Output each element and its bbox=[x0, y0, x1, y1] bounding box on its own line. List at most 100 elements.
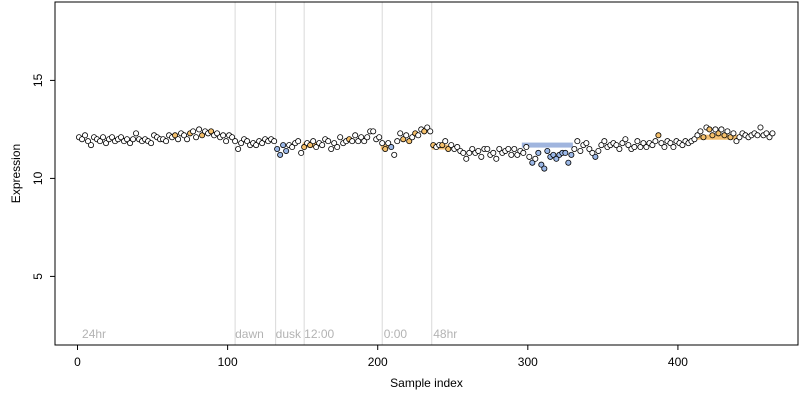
data-point bbox=[364, 134, 371, 141]
data-point bbox=[562, 149, 569, 156]
x-axis: 0 100 200 300 400 bbox=[74, 344, 688, 369]
data-point bbox=[514, 151, 521, 158]
data-point bbox=[130, 136, 137, 143]
data-point bbox=[382, 145, 389, 152]
data-point bbox=[736, 134, 743, 141]
section-label: dawn bbox=[235, 327, 264, 341]
highlight-segment bbox=[695, 134, 738, 140]
data-point bbox=[508, 151, 515, 158]
data-point bbox=[361, 138, 368, 145]
data-point bbox=[100, 134, 107, 141]
data-point bbox=[421, 128, 428, 135]
data-point bbox=[550, 151, 557, 158]
data-point bbox=[649, 142, 656, 149]
data-point bbox=[631, 144, 638, 151]
data-point bbox=[463, 155, 470, 162]
data-point bbox=[652, 138, 659, 145]
data-point bbox=[208, 128, 215, 135]
data-point bbox=[220, 132, 227, 139]
data-point bbox=[574, 138, 581, 145]
data-point bbox=[334, 144, 341, 151]
data-point bbox=[415, 132, 422, 139]
data-point bbox=[667, 140, 674, 147]
data-point bbox=[658, 140, 665, 147]
data-point bbox=[394, 138, 401, 145]
data-point bbox=[520, 149, 527, 156]
data-point bbox=[445, 145, 452, 152]
data-point bbox=[358, 134, 365, 141]
data-point bbox=[619, 140, 626, 147]
data-point bbox=[757, 124, 764, 131]
data-point bbox=[295, 138, 302, 145]
data-point bbox=[616, 145, 623, 152]
x-axis-label: Sample index bbox=[390, 376, 463, 390]
y-axis-label: Expression bbox=[9, 144, 23, 203]
x-tick-label: 0 bbox=[74, 355, 81, 369]
section-label: 12:00 bbox=[304, 327, 334, 341]
data-point bbox=[679, 142, 686, 149]
data-point bbox=[229, 134, 236, 141]
data-point bbox=[163, 138, 170, 145]
data-point bbox=[175, 136, 182, 143]
data-point bbox=[85, 138, 92, 145]
data-point bbox=[730, 130, 737, 137]
data-point bbox=[82, 132, 89, 139]
data-point bbox=[598, 142, 605, 149]
data-point bbox=[460, 149, 467, 156]
data-point bbox=[196, 126, 203, 133]
data-point bbox=[406, 138, 413, 145]
data-point bbox=[694, 132, 701, 139]
data-point bbox=[259, 140, 266, 147]
data-point bbox=[538, 161, 545, 168]
data-point bbox=[769, 130, 776, 137]
data-point bbox=[724, 128, 731, 135]
x-tick-label: 400 bbox=[668, 355, 688, 369]
data-point bbox=[325, 138, 332, 145]
data-point bbox=[697, 128, 704, 135]
data-point bbox=[328, 145, 335, 152]
data-point bbox=[589, 149, 596, 156]
data-point bbox=[484, 145, 491, 152]
data-point bbox=[763, 130, 770, 137]
data-point bbox=[349, 138, 356, 145]
data-point bbox=[478, 153, 485, 160]
data-point bbox=[172, 132, 179, 139]
data-point bbox=[541, 165, 548, 172]
data-point bbox=[301, 144, 308, 151]
data-point bbox=[274, 145, 281, 152]
data-point bbox=[232, 138, 239, 145]
data-point bbox=[193, 134, 200, 141]
y-tick-label: 15 bbox=[31, 73, 45, 87]
y-tick-label: 5 bbox=[31, 273, 45, 280]
data-point bbox=[280, 142, 287, 149]
data-point bbox=[103, 140, 110, 147]
data-point bbox=[319, 142, 326, 149]
data-point bbox=[715, 130, 722, 137]
data-point bbox=[640, 140, 647, 147]
x-tick-label: 300 bbox=[518, 355, 538, 369]
data-point bbox=[298, 149, 305, 156]
section-label: 24hr bbox=[82, 327, 106, 341]
data-point bbox=[184, 136, 191, 143]
data-point bbox=[310, 138, 317, 145]
data-point bbox=[733, 138, 740, 145]
data-point bbox=[634, 138, 641, 145]
data-point bbox=[613, 142, 620, 149]
data-point bbox=[307, 142, 314, 149]
data-point bbox=[700, 134, 707, 141]
data-point bbox=[565, 159, 572, 166]
data-point bbox=[400, 136, 407, 143]
data-point bbox=[493, 155, 500, 162]
data-point bbox=[469, 145, 476, 152]
data-point bbox=[235, 145, 242, 152]
data-point bbox=[289, 144, 296, 151]
data-point bbox=[379, 140, 386, 147]
section-label: 48hr bbox=[433, 327, 457, 341]
data-point bbox=[277, 151, 284, 158]
data-point bbox=[583, 140, 590, 147]
data-point bbox=[403, 132, 410, 139]
data-point bbox=[754, 132, 761, 139]
data-point bbox=[190, 128, 197, 135]
data-point bbox=[442, 138, 449, 145]
data-point bbox=[97, 138, 104, 145]
